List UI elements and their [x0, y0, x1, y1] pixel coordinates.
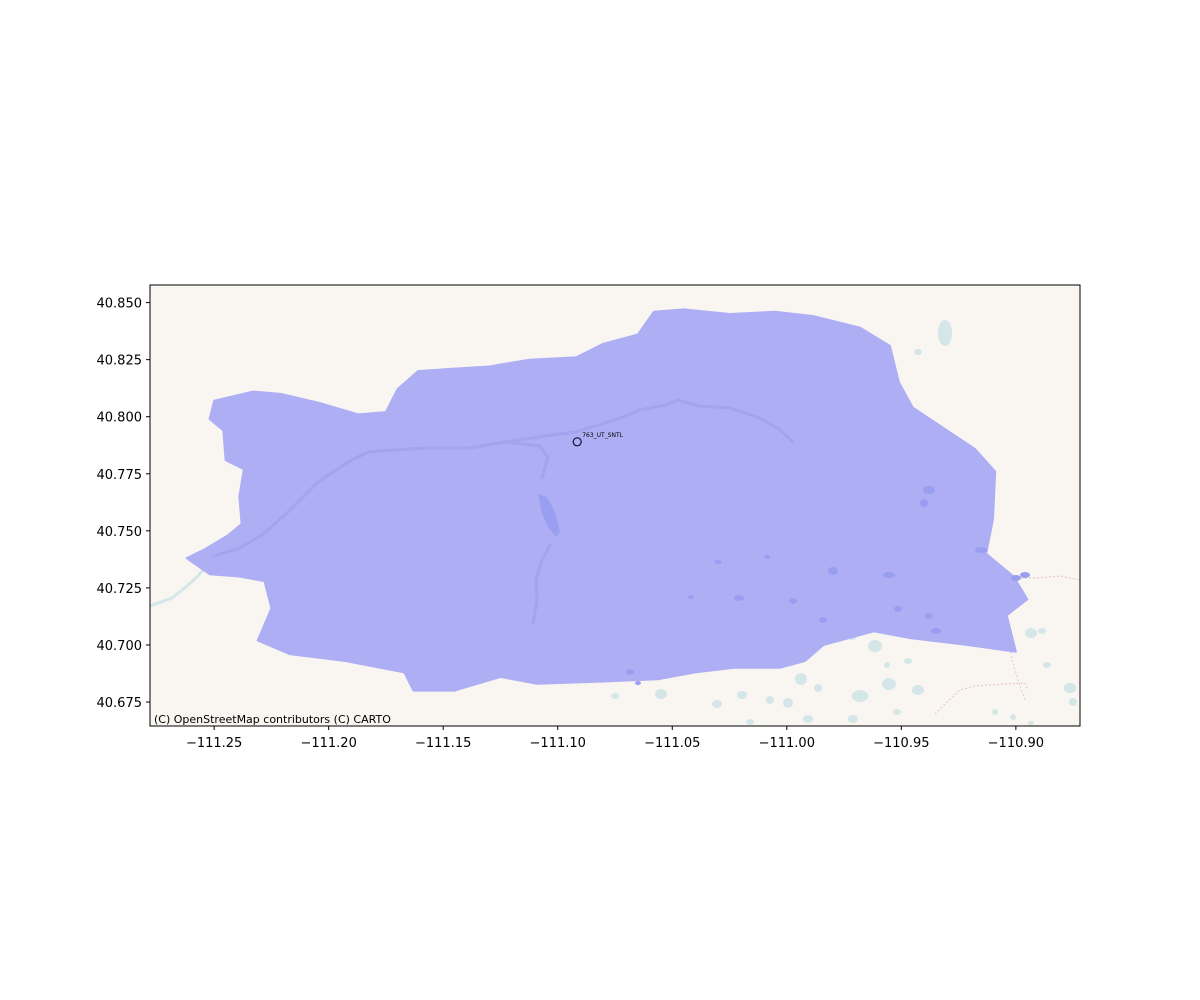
pond-shape — [789, 598, 797, 604]
pond-shape — [828, 567, 838, 575]
basemap-lake-shape — [848, 715, 858, 723]
basemap-lake-shape — [737, 691, 747, 699]
x-tick-label: −110.90 — [988, 736, 1044, 751]
basemap-boundary-line — [934, 682, 1029, 715]
pond-shape — [920, 499, 928, 507]
basemap-lake-shape — [655, 689, 667, 699]
y-tick-label: 40.725 — [97, 582, 143, 597]
x-tick-label: −110.95 — [873, 736, 929, 751]
basemap-lake-shape — [795, 673, 807, 685]
basemap-lake-shape — [1010, 714, 1016, 720]
basemap-lake-shape — [1025, 628, 1037, 638]
y-tick-label: 40.675 — [97, 696, 143, 711]
pond-shape — [925, 613, 933, 619]
lake-shape — [538, 494, 560, 537]
x-tick-label: −111.15 — [415, 736, 471, 751]
watershed-layer — [185, 308, 1029, 692]
basemap-lake-shape — [914, 349, 922, 355]
basemap-lake-shape — [1064, 683, 1076, 693]
pond-shape — [714, 560, 722, 564]
stream-line — [531, 543, 552, 625]
basemap-attribution: (C) OpenStreetMap contributors (C) CARTO — [154, 713, 391, 726]
basemap-lake-shape — [882, 678, 896, 690]
y-tick-label: 40.750 — [97, 525, 143, 540]
pond-shape — [819, 617, 827, 623]
pond-shape — [635, 681, 641, 685]
x-tick-label: −111.20 — [300, 736, 356, 751]
axes-frame — [149, 284, 1081, 727]
gauge-marker[interactable] — [572, 437, 582, 447]
map-axes: 763_UT_SNTL (C) OpenStreetMap contributo… — [97, 284, 1081, 751]
y-tick-label: 40.825 — [97, 354, 143, 369]
stream-line — [503, 440, 550, 480]
pond-shape — [1020, 572, 1030, 578]
basemap-lake-shape — [868, 640, 882, 652]
y-tick-label: 40.800 — [97, 411, 143, 426]
x-tick-label: −111.10 — [530, 736, 586, 751]
basemap-lake-shape — [893, 709, 901, 715]
pond-shape — [626, 669, 634, 675]
stream-line — [212, 398, 795, 558]
basemap-lake-shape — [814, 684, 822, 692]
pond-shape — [1011, 575, 1021, 581]
pond-shape — [764, 555, 770, 559]
basemap-lake-shape — [746, 719, 754, 725]
basemap-lake-shape — [912, 685, 924, 695]
y-tick-label: 40.700 — [97, 639, 143, 654]
basemap-streams — [212, 398, 1030, 685]
basemap-lake-shape — [884, 662, 890, 668]
basemap-lake-shape — [992, 709, 998, 715]
basemap-boundary-line — [1005, 575, 1080, 581]
y-tick-label: 40.850 — [97, 297, 143, 312]
basemap-lake-shape — [803, 715, 813, 723]
pond-shape — [734, 595, 744, 601]
y-axis: 40.675 40.700 40.725 40.750 40.775 40.800 40.8… — [97, 297, 150, 711]
basemap-lake-shape — [766, 696, 774, 704]
pond-shape — [975, 547, 987, 553]
basemap-lake-shape — [852, 690, 868, 702]
basemap-lake-shape — [904, 658, 912, 664]
x-tick-label: −111.05 — [644, 736, 700, 751]
pond-shape — [688, 595, 694, 599]
gauge-points-layer: 763_UT_SNTL — [572, 432, 624, 447]
gauge-label: 763_UT_SNTL — [582, 432, 623, 439]
basemap-lake-shape — [938, 320, 952, 346]
basemap-lake-shape — [1069, 698, 1077, 706]
y-tick-label: 40.775 — [97, 468, 143, 483]
basemap-lake-shape — [783, 698, 793, 708]
basemap-lake-shape — [611, 693, 619, 699]
watershed-polygon — [185, 308, 1029, 692]
basemap-lake-shape — [1043, 662, 1051, 668]
x-tick-label: −111.25 — [186, 736, 242, 751]
x-tick-label: −111.00 — [759, 736, 815, 751]
basemap-lake-shape — [1038, 628, 1046, 634]
pond-shape — [894, 606, 902, 612]
basemap-lake-shape — [1028, 721, 1034, 725]
pond-shape — [931, 628, 941, 634]
pond-shape — [923, 486, 935, 494]
x-axis: −111.25 −111.20 −111.15 −111.10 −111.05 −111.… — [186, 726, 1044, 751]
pond-shape — [883, 572, 895, 578]
basemap-lake-shape — [712, 700, 722, 708]
